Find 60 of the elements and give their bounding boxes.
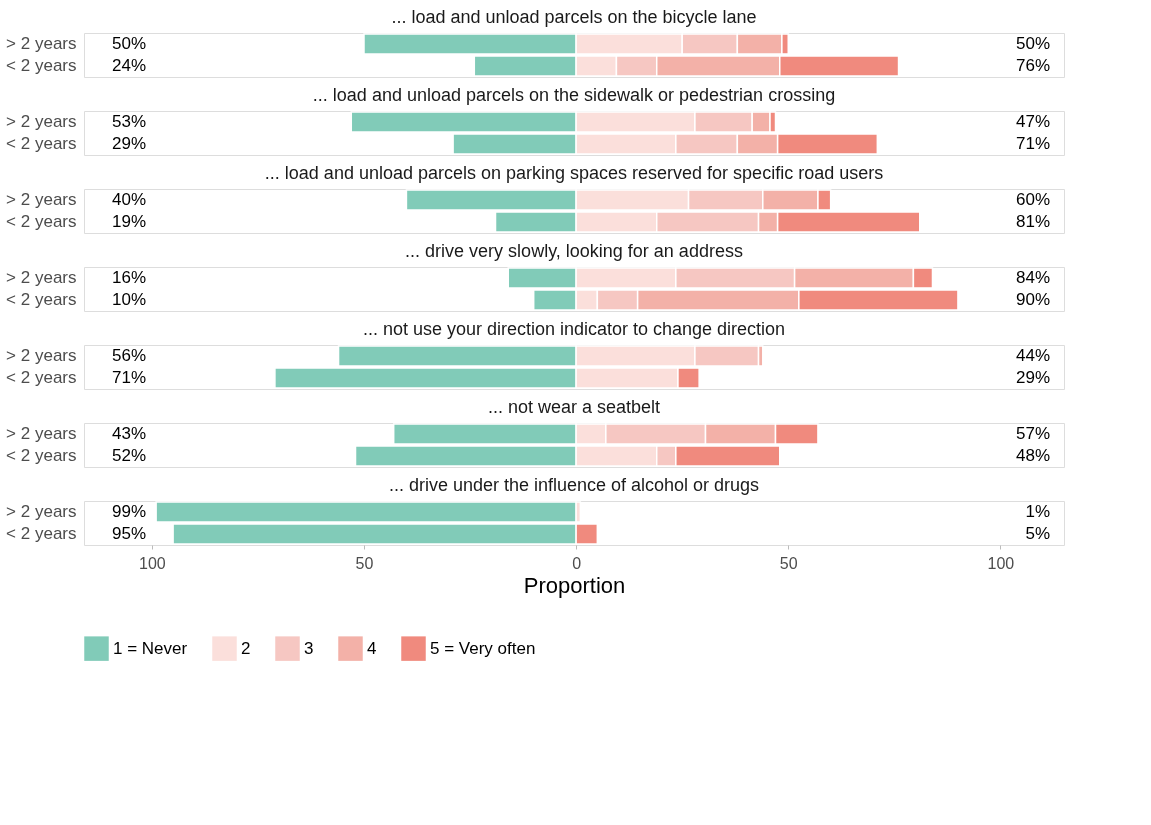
- annotation: 24%: [112, 56, 147, 75]
- y-tick-label: > 2 years: [6, 34, 77, 53]
- annotation: 16%: [112, 268, 147, 287]
- annotation: 43%: [112, 424, 147, 443]
- annotation: 47%: [1015, 112, 1050, 131]
- annotation: 5%: [1025, 524, 1050, 543]
- x-tick-label: 50: [355, 554, 374, 572]
- y-tick-label: < 2 years: [6, 290, 77, 309]
- y-tick-label: > 2 years: [6, 502, 77, 521]
- annotation: 50%: [1015, 34, 1050, 53]
- y-tick-label: > 2 years: [6, 190, 77, 209]
- x-tick-label: 100: [987, 554, 1015, 572]
- chart-title: ... drive under the influence of alcohol or drugs: [388, 475, 760, 495]
- legend-label: 2: [241, 638, 251, 658]
- annotation: 56%: [112, 346, 147, 365]
- annotation: 76%: [1015, 56, 1050, 75]
- annotation: 50%: [112, 34, 147, 53]
- annotation: 99%: [112, 502, 147, 521]
- y-tick-label: < 2 years: [6, 56, 77, 75]
- x-axis-title: Proportion: [523, 572, 626, 598]
- annotation: 57%: [1015, 424, 1050, 443]
- annotation: 48%: [1015, 446, 1050, 465]
- annotation: 53%: [112, 112, 147, 131]
- legend-label: 4: [367, 638, 377, 658]
- y-tick-label: > 2 years: [6, 424, 77, 443]
- chart-title: ... not use your direction indicator to change direction: [362, 319, 786, 339]
- annotation: 52%: [112, 446, 147, 465]
- annotation: 71%: [112, 368, 147, 387]
- chart-title: ... drive very slowly, looking for an address: [405, 241, 743, 261]
- y-tick-label: > 2 years: [6, 268, 77, 287]
- annotation: 60%: [1015, 190, 1050, 209]
- legend-label: 5 = Very often: [430, 638, 536, 658]
- y-tick-label: < 2 years: [6, 368, 77, 387]
- annotation: 29%: [1015, 368, 1050, 387]
- y-tick-label: < 2 years: [6, 446, 77, 465]
- y-tick-label: > 2 years: [6, 112, 77, 131]
- annotation: 95%: [112, 524, 147, 543]
- annotation: 29%: [112, 134, 147, 153]
- y-tick-label: > 2 years: [6, 346, 77, 365]
- chart-title: ... load and unload parcels on the bicycle lane: [391, 7, 757, 27]
- annotation: 81%: [1015, 212, 1050, 231]
- legend-label: 1 = Never: [113, 638, 188, 658]
- legend-label: 3: [304, 638, 314, 658]
- x-tick-label: 100: [139, 554, 166, 572]
- annotation: 84%: [1015, 268, 1050, 287]
- annotation: 19%: [112, 212, 147, 231]
- annotation: 1%: [1025, 502, 1050, 521]
- chart-title: ... load and unload parcels on the sidewalk or pedestrian crossing: [312, 85, 836, 105]
- x-tick-label: 0: [572, 554, 582, 572]
- chart-title: ... load and unload parcels on parking spaces reserved for specific road users: [264, 163, 884, 183]
- y-tick-label: < 2 years: [6, 524, 77, 543]
- annotation: 71%: [1015, 134, 1050, 153]
- y-tick-label: < 2 years: [6, 134, 77, 153]
- x-tick-label: 50: [779, 554, 798, 572]
- annotation: 44%: [1015, 346, 1050, 365]
- chart-title: ... not wear a seatbelt: [487, 397, 661, 417]
- y-tick-label: < 2 years: [6, 212, 77, 231]
- annotation: 90%: [1015, 290, 1050, 309]
- annotation: 10%: [112, 290, 147, 309]
- annotation: 40%: [112, 190, 147, 209]
